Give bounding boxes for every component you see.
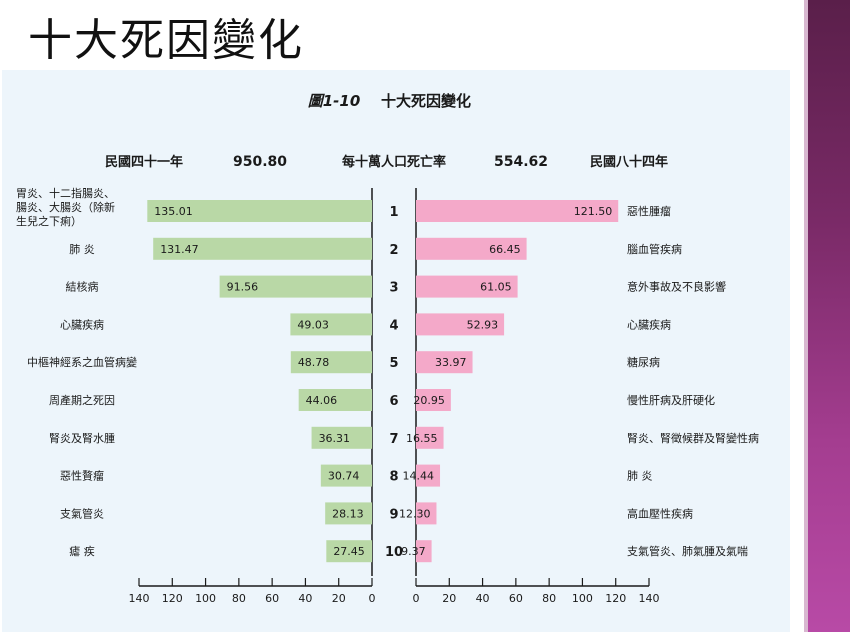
right-bar (416, 237, 527, 260)
left-total-value: 950.80 (233, 154, 287, 170)
left-bar (290, 313, 372, 336)
chart-panel: 圖1-10 十大死因變化 民國四十一年 950.80 每十萬人口死亡率 554.… (2, 70, 790, 632)
left-bar (153, 237, 372, 260)
bars-layer: 135.01 121.50 1 胃炎、十二指腸炎、腸炎、大腸炎（除新生兒之下痢） 惡性腫… (16, 186, 759, 563)
right-tick-label: 0 (413, 592, 420, 605)
left-bar (147, 200, 372, 222)
figure-label: 圖1-10 (308, 92, 361, 110)
rank-label: 10 (385, 545, 403, 560)
right-bar-value-label: 9.37 (401, 545, 426, 558)
left-bar-value-label: 30.74 (328, 470, 360, 483)
right-bar (416, 502, 437, 525)
left-tick-label: 100 (195, 592, 216, 605)
right-category-label: 惡性腫瘤 (627, 204, 671, 218)
right-tick-label: 20 (442, 592, 456, 605)
right-category-label: 心臟疾病 (627, 317, 671, 331)
left-tick-label: 140 (129, 592, 150, 605)
rank-label: 9 (389, 507, 398, 522)
left-bar-value-label: 131.47 (160, 243, 199, 256)
ticks-layer: 140 120 100 80 60 40 20 0 0 20 40 60 80 100 120 140 (129, 578, 660, 605)
right-tick-label: 100 (572, 592, 593, 605)
left-category-label: 惡性贅瘤 (60, 469, 104, 483)
right-bar (416, 275, 518, 298)
left-tick-label: 40 (298, 592, 312, 605)
left-bar (311, 426, 372, 449)
left-category-label: 心臟疾病 (60, 317, 104, 331)
left-category-label: 瘧 疾 (69, 544, 95, 558)
left-category-label: 肺 炎 (69, 243, 95, 256)
left-category-label: 腎炎及腎水腫 (49, 431, 115, 445)
right-category-label: 意外事故及不良影響 (627, 280, 726, 294)
right-tick-label: 120 (605, 592, 626, 605)
right-bar-value-label: 52.93 (467, 318, 499, 331)
rank-label: 1 (389, 205, 398, 220)
left-bar (320, 464, 372, 487)
left-category-label: 周產期之死因 (49, 393, 115, 407)
rank-label: 7 (389, 432, 398, 447)
right-bar-value-label: 14.44 (403, 470, 435, 483)
right-category-label: 慢性肝病及肝硬化 (627, 393, 715, 407)
right-category-label: 支氣管炎、肺氣腫及氣喘 (627, 544, 748, 558)
right-tick-label: 60 (509, 592, 523, 605)
right-category-label: 糖尿病 (627, 355, 660, 369)
chart-title: 十大死因變化 (381, 92, 471, 110)
left-bar (326, 540, 372, 563)
right-bar (416, 540, 432, 563)
left-tick-label: 80 (232, 592, 246, 605)
right-bar (416, 351, 473, 374)
right-bar (416, 426, 444, 449)
right-category-label: 腦血管疾病 (627, 242, 682, 256)
right-bar-value-label: 121.50 (574, 205, 613, 218)
left-bar (298, 389, 372, 411)
left-bar-value-label: 135.01 (154, 205, 193, 218)
right-category-label: 腎炎、腎徵候群及腎變性病 (627, 431, 759, 445)
right-bar-value-label: 20.95 (413, 394, 445, 407)
left-bar (290, 351, 372, 374)
left-bar-value-label: 44.06 (306, 394, 338, 407)
left-bar-value-label: 91.56 (227, 281, 258, 294)
left-bar-value-label: 48.78 (298, 356, 330, 369)
left-tick-label: 0 (369, 592, 376, 605)
left-category-label: 支氣管炎 (60, 506, 104, 520)
right-year-label: 民國八十四年 (590, 154, 668, 170)
right-bar (416, 389, 451, 411)
right-bar-value-label: 12.30 (399, 507, 431, 520)
rank-label: 8 (389, 470, 398, 485)
right-tick-label: 80 (542, 592, 556, 605)
right-tick-label: 140 (639, 592, 660, 605)
right-bar-value-label: 66.45 (489, 243, 521, 256)
left-category-label: 胃炎、十二指腸炎、腸炎、大腸炎（除新生兒之下痢） (16, 186, 115, 228)
left-bar-value-label: 28.13 (332, 507, 364, 520)
right-category-label: 肺 炎 (627, 470, 653, 483)
right-bar-value-label: 61.05 (480, 281, 512, 294)
left-bar-value-label: 36.31 (319, 432, 351, 445)
right-total-value: 554.62 (494, 154, 548, 170)
left-tick-label: 60 (265, 592, 279, 605)
left-category-label: 中樞神經系之血管病變 (27, 355, 137, 369)
right-bar (416, 200, 619, 222)
rank-label: 3 (389, 281, 398, 296)
rank-label: 4 (389, 318, 398, 333)
left-bar (219, 275, 372, 298)
right-bar (416, 313, 505, 336)
rank-label: 6 (389, 394, 398, 409)
rank-label: 5 (389, 356, 398, 371)
rank-label: 2 (389, 243, 398, 258)
right-bar-value-label: 33.97 (435, 356, 467, 369)
left-category-label: 結核病 (66, 280, 99, 294)
left-year-label: 民國四十一年 (105, 154, 183, 170)
right-bar (416, 464, 441, 487)
left-bar-value-label: 27.45 (333, 545, 365, 558)
slide-title: 十大死因變化 (28, 15, 304, 66)
left-bar-value-label: 49.03 (297, 318, 329, 331)
chart-svg: 圖1-10 十大死因變化 民國四十一年 950.80 每十萬人口死亡率 554.… (16, 92, 759, 605)
right-bar-value-label: 16.55 (406, 432, 438, 445)
right-tick-label: 40 (476, 592, 490, 605)
center-label: 每十萬人口死亡率 (342, 154, 446, 170)
left-tick-label: 120 (162, 592, 183, 605)
left-bar (325, 502, 372, 525)
decorative-side-band (804, 0, 850, 632)
left-tick-label: 20 (332, 592, 346, 605)
right-category-label: 高血壓性疾病 (627, 506, 693, 520)
